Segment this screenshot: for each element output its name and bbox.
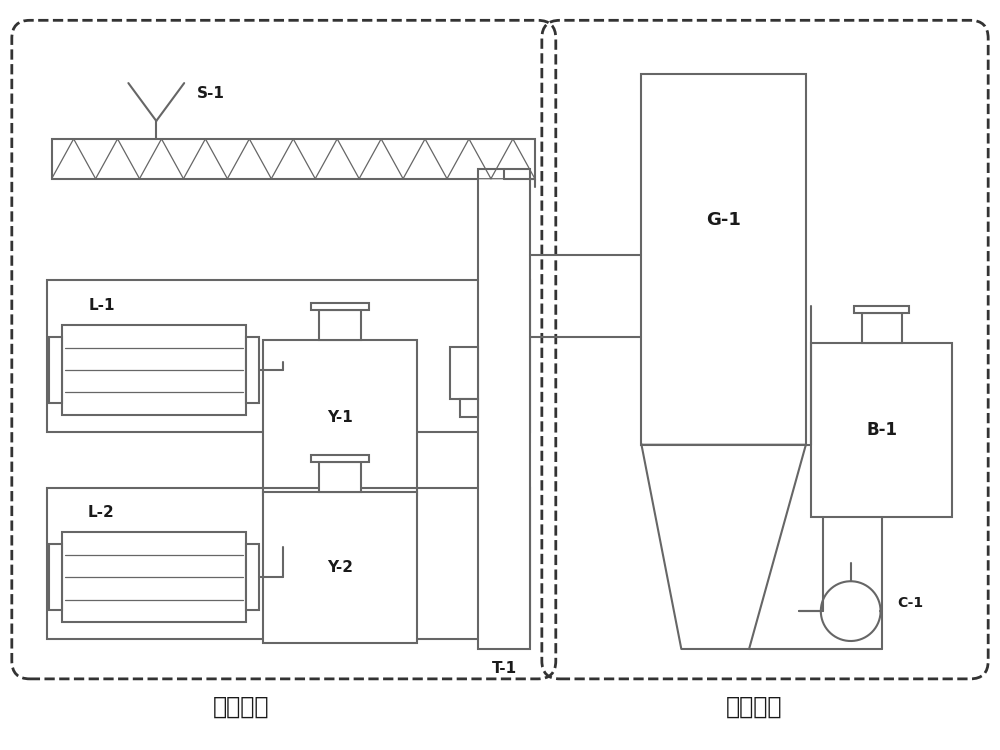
Bar [311, 454, 369, 462]
Bar [47, 488, 530, 639]
Bar [246, 338, 259, 403]
Bar [811, 343, 952, 518]
Bar [862, 314, 902, 343]
Bar [319, 310, 361, 340]
Bar [49, 338, 62, 403]
Text: Y-1: Y-1 [327, 410, 353, 424]
Text: 再生系统: 再生系统 [726, 694, 782, 718]
Text: B-1: B-1 [866, 422, 897, 440]
Bar [62, 326, 246, 415]
Bar [460, 399, 478, 417]
Bar [246, 544, 259, 610]
Bar [263, 491, 417, 643]
Text: S-1: S-1 [197, 86, 225, 100]
Bar [311, 303, 369, 310]
Bar [450, 347, 478, 399]
Bar [854, 306, 909, 314]
Bar [62, 532, 246, 622]
Bar [49, 544, 62, 610]
Text: L-1: L-1 [88, 298, 115, 313]
Text: T-1: T-1 [491, 662, 517, 676]
Text: G-1: G-1 [706, 211, 741, 229]
Bar [641, 74, 806, 445]
Bar [263, 340, 417, 494]
Text: Y-2: Y-2 [327, 560, 353, 574]
Bar [47, 280, 530, 432]
Text: C-1: C-1 [897, 596, 924, 610]
Bar [319, 462, 361, 491]
Bar [478, 169, 530, 649]
Bar [52, 139, 535, 178]
Text: L-2: L-2 [88, 505, 115, 520]
Text: 热解系统: 热解系统 [213, 694, 269, 718]
